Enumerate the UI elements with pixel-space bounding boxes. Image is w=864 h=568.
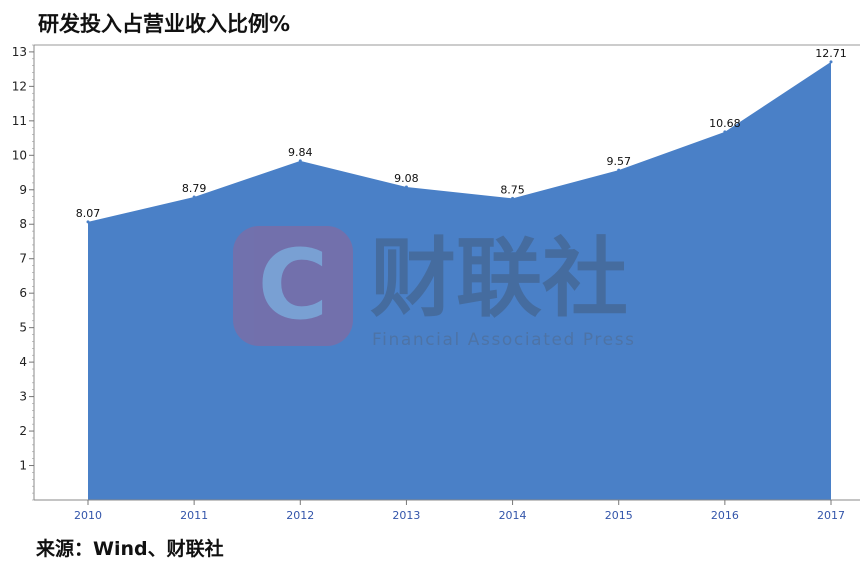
y-tick-label: 8 <box>19 217 27 231</box>
y-tick-label: 6 <box>19 286 27 300</box>
data-point <box>723 130 727 134</box>
data-point <box>192 195 196 199</box>
y-tick-label: 5 <box>19 321 27 335</box>
y-tick-label: 13 <box>12 45 27 59</box>
data-label: 8.07 <box>76 207 101 220</box>
watermark-badge <box>233 226 353 346</box>
watermark-letter: C <box>258 229 328 341</box>
data-point <box>86 220 90 224</box>
y-tick-label: 2 <box>19 424 27 438</box>
data-point <box>617 168 621 172</box>
x-tick-label: 2011 <box>180 509 208 522</box>
x-tick-label: 2010 <box>74 509 102 522</box>
y-tick-label: 3 <box>19 390 27 404</box>
data-point <box>404 185 408 189</box>
data-label: 10.68 <box>709 117 741 130</box>
watermark-tagline: Financial Associated Press <box>372 330 634 350</box>
x-tick-label: 2017 <box>817 509 845 522</box>
data-label: 8.79 <box>182 182 207 195</box>
x-tick-label: 2015 <box>605 509 633 522</box>
area-fill <box>88 61 831 501</box>
x-tick-label: 2013 <box>392 509 420 522</box>
x-tick-label: 2016 <box>711 509 739 522</box>
watermark-brand: 财联社 <box>370 229 628 329</box>
y-tick-label: 7 <box>19 252 27 266</box>
y-tick-label: 10 <box>12 148 27 162</box>
x-tick-label: 2012 <box>286 509 314 522</box>
y-tick-label: 11 <box>12 114 27 128</box>
source-note: 来源：Wind、财联社 <box>36 538 224 560</box>
y-tick-label: 4 <box>19 355 27 369</box>
x-tick-label: 2014 <box>499 509 527 522</box>
data-label: 9.84 <box>288 146 313 159</box>
watermark-logo: C 财联社 Financial Associated Press <box>233 226 634 350</box>
y-tick-label: 1 <box>19 459 27 473</box>
y-tick-label: 12 <box>12 79 27 93</box>
chart-title: 研发投入占营业收入比例% <box>38 12 291 36</box>
data-point <box>298 159 302 163</box>
y-tick-label: 9 <box>19 183 27 197</box>
data-label: 9.57 <box>606 155 631 168</box>
data-label: 9.08 <box>394 172 419 185</box>
data-point <box>829 60 833 64</box>
area-series <box>88 61 831 501</box>
data-label: 12.71 <box>815 47 847 60</box>
data-labels: 8.07 8.79 9.84 9.08 8.75 9.57 10.68 12.71 <box>76 47 847 224</box>
data-label: 8.75 <box>500 183 525 196</box>
data-point <box>511 196 515 200</box>
